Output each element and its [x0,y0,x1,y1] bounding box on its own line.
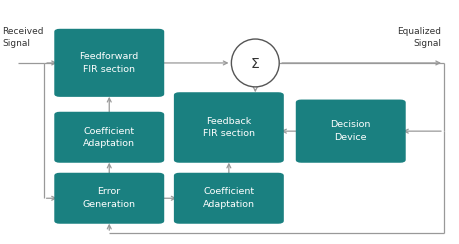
FancyBboxPatch shape [174,173,283,224]
Ellipse shape [231,39,279,87]
Text: Coefficient
Adaptation: Coefficient Adaptation [83,126,135,148]
Text: $\Sigma$: $\Sigma$ [250,57,260,71]
FancyBboxPatch shape [295,100,405,163]
Text: Feedforward
FIR section: Feedforward FIR section [79,52,139,74]
FancyBboxPatch shape [54,29,164,97]
FancyBboxPatch shape [54,112,164,163]
Text: Feedback
FIR section: Feedback FIR section [202,117,254,138]
FancyBboxPatch shape [174,92,283,163]
Text: Error
Generation: Error Generation [83,187,135,209]
FancyBboxPatch shape [54,173,164,224]
Text: Decision
Device: Decision Device [330,120,370,142]
Text: Received
Signal: Received Signal [2,27,44,48]
Text: Equalized
Signal: Equalized Signal [397,27,441,48]
Text: Coefficient
Adaptation: Coefficient Adaptation [202,187,254,209]
